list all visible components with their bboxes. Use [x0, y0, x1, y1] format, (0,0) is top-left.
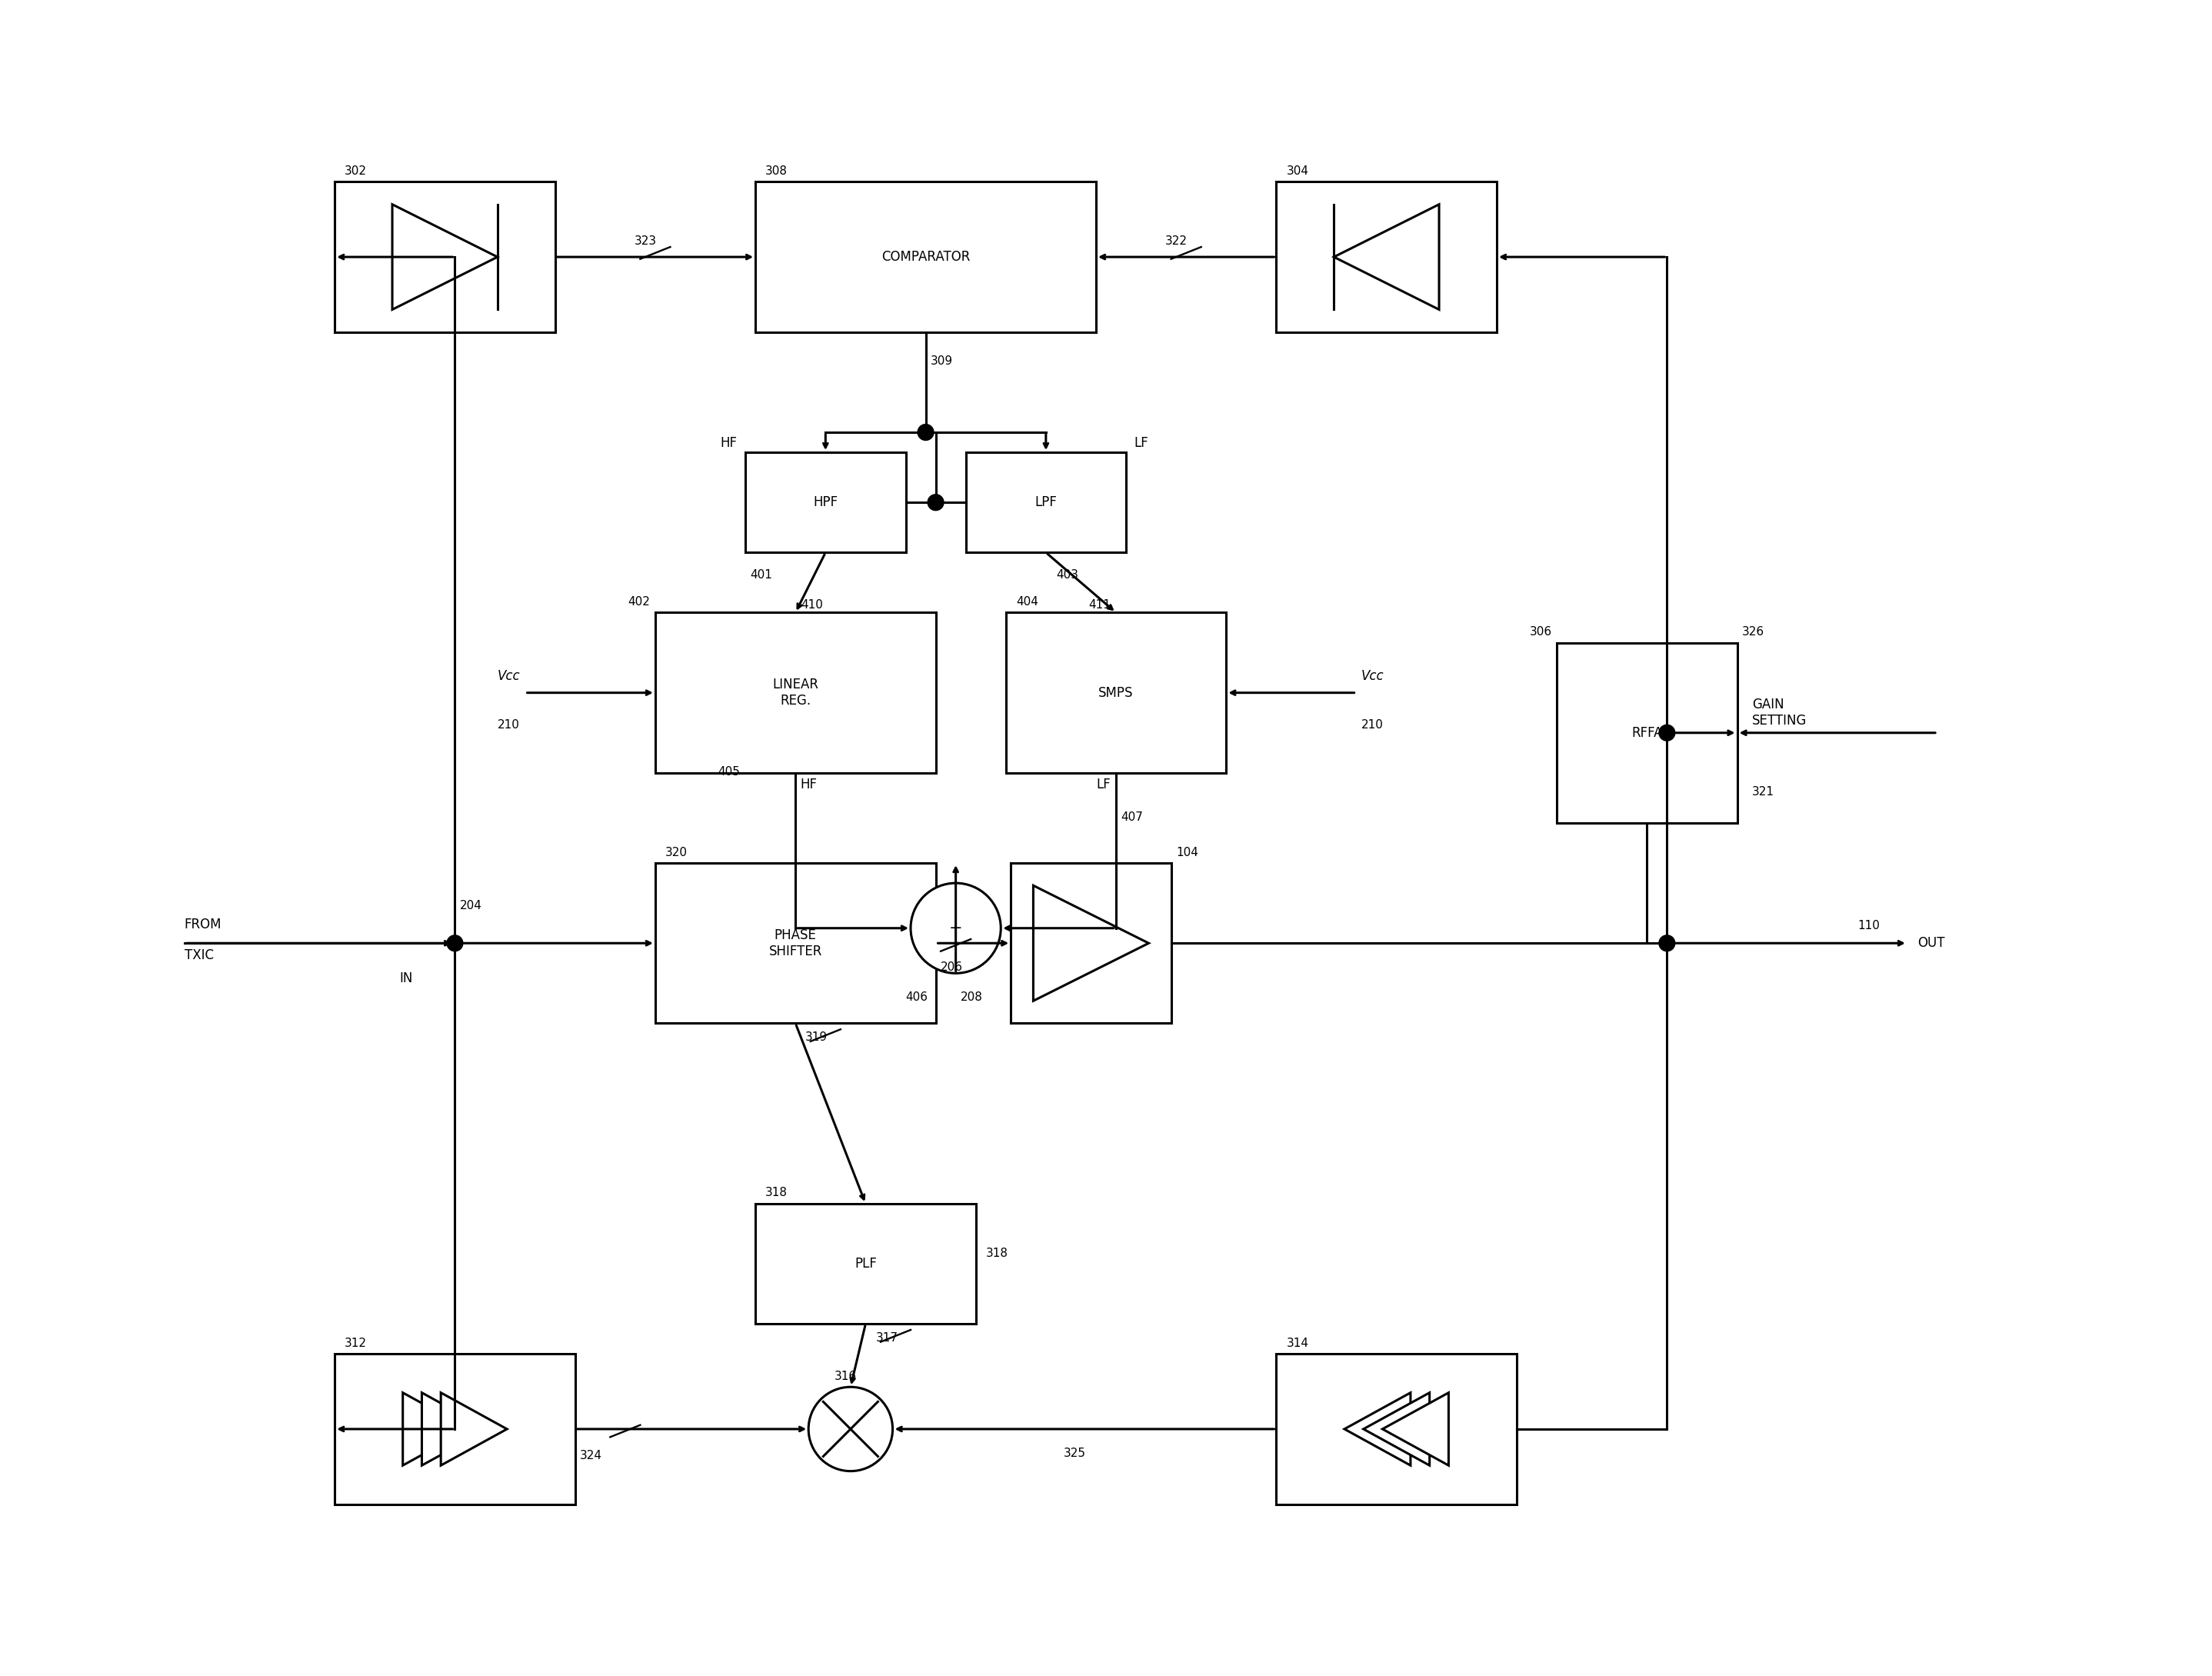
Polygon shape [1033, 885, 1148, 1001]
Text: 304: 304 [1287, 166, 1310, 178]
Text: 402: 402 [628, 597, 650, 608]
Text: 405: 405 [719, 766, 741, 778]
Text: 318: 318 [765, 1187, 787, 1198]
Text: 320: 320 [666, 846, 688, 858]
Bar [1006, 613, 1225, 773]
Text: 406: 406 [905, 992, 929, 1004]
Text: 410: 410 [801, 598, 823, 610]
Text: 308: 308 [765, 166, 787, 178]
Circle shape [1659, 935, 1674, 952]
Text: HPF: HPF [814, 496, 838, 510]
Text: 319: 319 [805, 1032, 827, 1044]
Bar [334, 1354, 575, 1503]
Text: 401: 401 [750, 570, 772, 580]
Circle shape [1659, 724, 1674, 741]
Bar [334, 181, 555, 332]
Text: PLF: PLF [854, 1257, 876, 1270]
Polygon shape [403, 1393, 469, 1465]
Bar [1276, 1354, 1517, 1503]
Bar [745, 453, 905, 553]
Text: 104: 104 [1177, 846, 1199, 858]
Text: 326: 326 [1743, 627, 1765, 637]
Text: LF: LF [1135, 436, 1148, 451]
Text: LINEAR
REG.: LINEAR REG. [772, 677, 818, 707]
Bar [655, 613, 936, 773]
Polygon shape [1334, 204, 1440, 310]
Bar [754, 1203, 975, 1324]
Text: FROM: FROM [184, 917, 221, 932]
Text: 316: 316 [834, 1371, 856, 1383]
Circle shape [810, 1388, 894, 1472]
Polygon shape [1363, 1393, 1429, 1465]
Text: OUT: OUT [1918, 937, 1944, 950]
Text: LF: LF [1097, 778, 1110, 791]
Bar [1276, 181, 1498, 332]
Text: 325: 325 [1064, 1448, 1086, 1460]
Polygon shape [1345, 1393, 1411, 1465]
Bar [967, 453, 1126, 553]
Text: 317: 317 [876, 1332, 898, 1344]
Text: 110: 110 [1858, 920, 1880, 932]
Text: +: + [949, 920, 962, 935]
Text: HF: HF [721, 436, 737, 451]
Text: Vcc: Vcc [1360, 669, 1385, 682]
Text: 407: 407 [1121, 811, 1144, 823]
Text: 318: 318 [987, 1247, 1009, 1259]
Polygon shape [440, 1393, 507, 1465]
Text: 302: 302 [345, 166, 367, 178]
Bar [1557, 642, 1736, 823]
Text: GAIN
SETTING: GAIN SETTING [1752, 697, 1807, 727]
Text: 404: 404 [1015, 597, 1037, 608]
Text: COMPARATOR: COMPARATOR [880, 250, 971, 263]
Text: 210: 210 [498, 719, 520, 731]
Text: 323: 323 [635, 235, 657, 246]
Text: 208: 208 [960, 992, 982, 1004]
Text: 411: 411 [1088, 598, 1110, 610]
Text: 403: 403 [1055, 570, 1077, 580]
Circle shape [918, 424, 933, 441]
Circle shape [927, 494, 945, 511]
Circle shape [911, 883, 1000, 974]
Circle shape [447, 935, 462, 952]
Text: 314: 314 [1287, 1337, 1310, 1349]
Text: Vcc: Vcc [498, 669, 520, 682]
Polygon shape [1382, 1393, 1449, 1465]
Text: RFFA: RFFA [1632, 726, 1663, 739]
Bar [655, 863, 936, 1024]
Text: HF: HF [801, 778, 818, 791]
Text: 210: 210 [1360, 719, 1385, 731]
Text: 309: 309 [931, 355, 953, 367]
Text: IN: IN [400, 970, 414, 985]
Text: SMPS: SMPS [1099, 685, 1133, 699]
Polygon shape [392, 204, 498, 310]
Text: 306: 306 [1528, 627, 1553, 637]
Text: 312: 312 [345, 1337, 367, 1349]
Text: 322: 322 [1166, 235, 1188, 246]
Text: 206: 206 [940, 962, 962, 974]
Bar [754, 181, 1095, 332]
Text: 204: 204 [460, 900, 482, 912]
Text: PHASE
SHIFTER: PHASE SHIFTER [770, 929, 823, 959]
Bar [1011, 863, 1170, 1024]
Text: LPF: LPF [1035, 496, 1057, 510]
Text: TXIC: TXIC [184, 949, 215, 962]
Polygon shape [422, 1393, 489, 1465]
Text: 324: 324 [580, 1450, 602, 1461]
Text: 321: 321 [1752, 786, 1774, 798]
